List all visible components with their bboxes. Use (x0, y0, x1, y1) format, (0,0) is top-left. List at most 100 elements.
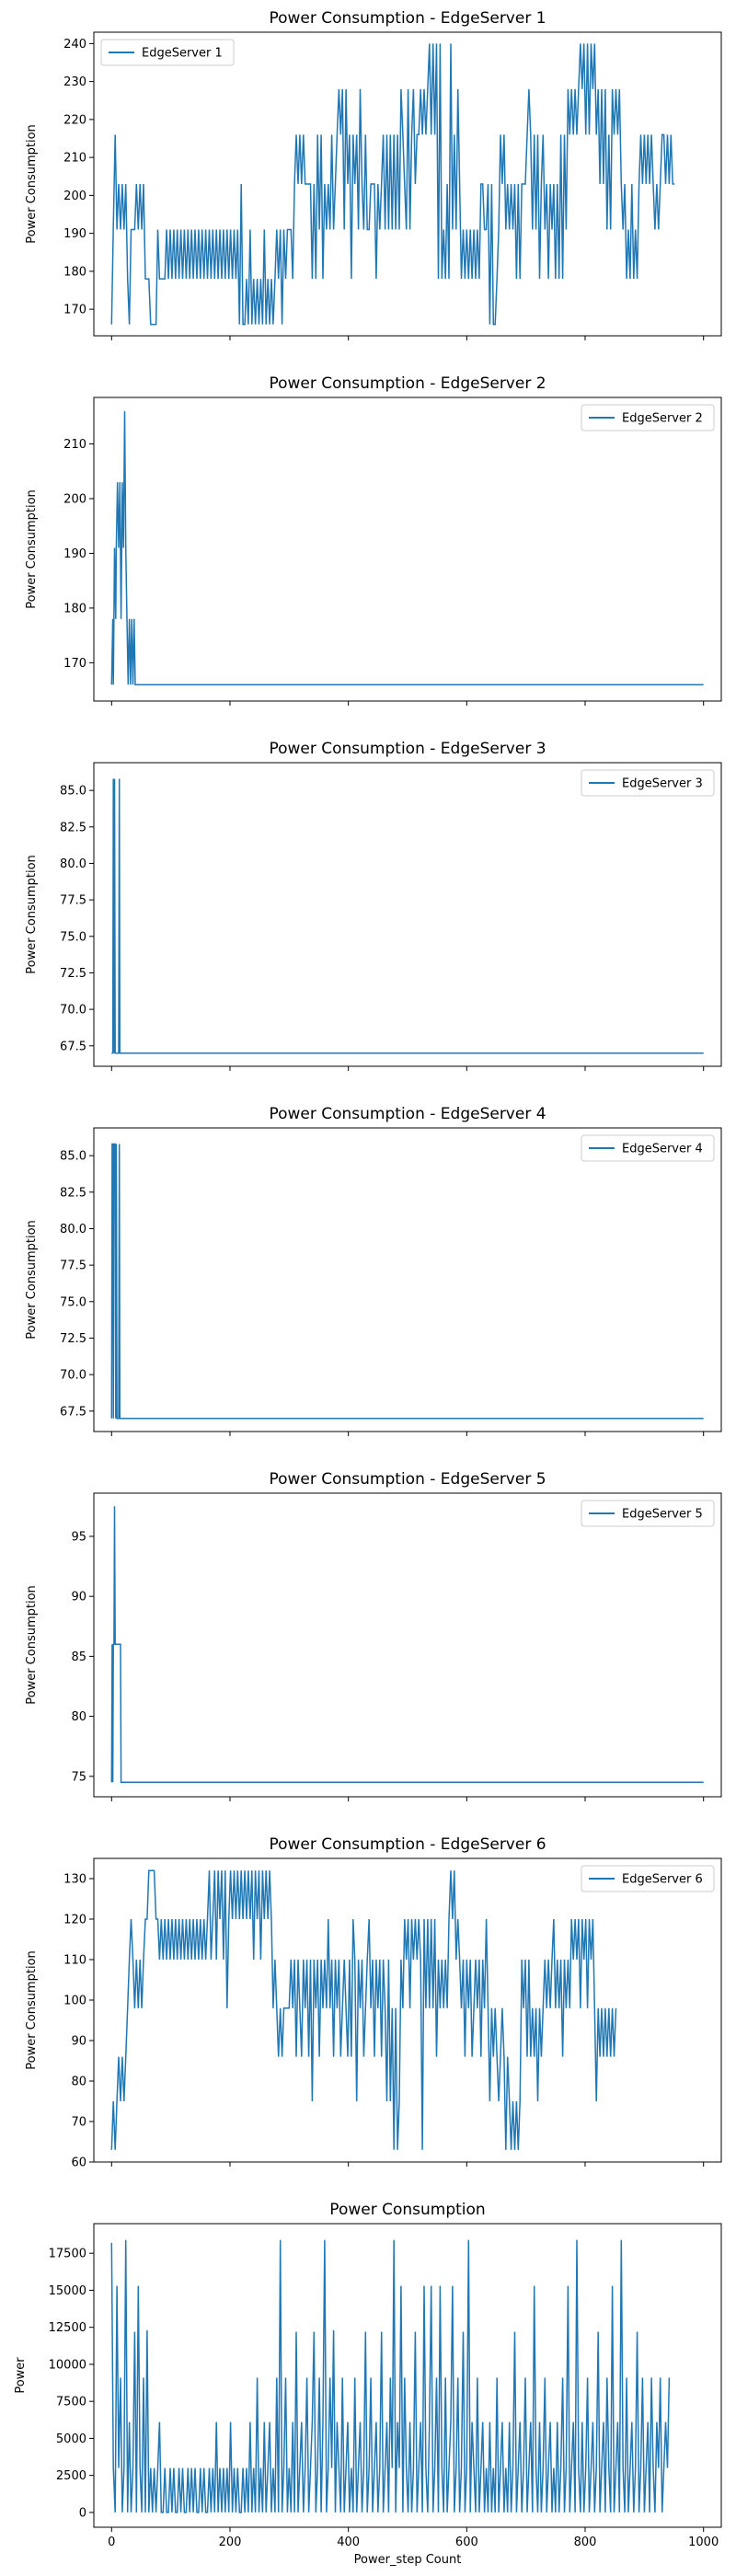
legend-box (581, 1500, 715, 1527)
y-tick-label: 180 (63, 602, 86, 615)
y-tick-label: 80.0 (60, 857, 86, 871)
chart-7: Power Consumption02500500075001000012500… (14, 2201, 722, 2567)
series-line-1 (110, 43, 675, 326)
x-axis-label: Power_step Count (354, 2553, 462, 2567)
legend-label: EdgeServer 4 (622, 1143, 703, 1156)
y-tick-label: 210 (63, 438, 86, 452)
chart-title: Power Consumption - EdgeServer 6 (269, 1835, 546, 1854)
y-tick-label: 70 (71, 2116, 86, 2130)
x-tick-label: 200 (219, 2536, 242, 2549)
x-tick-label: 0 (108, 2536, 115, 2549)
y-tick-label: 17500 (49, 2248, 86, 2261)
y-tick-label: 180 (63, 265, 86, 279)
axes-frame (93, 397, 722, 702)
legend: EdgeServer 5 (581, 1500, 715, 1527)
chart-3: Power Consumption - EdgeServer 3 67.5 70.0… (25, 740, 722, 1071)
y-tick-label: 95 (71, 1530, 86, 1544)
legend-label: EdgeServer 5 (622, 1508, 703, 1522)
y-tick-label: 77.5 (60, 1259, 86, 1273)
y-tick-label: 75.0 (60, 930, 86, 944)
y-tick-label: 190 (63, 547, 86, 561)
series-line-1 (110, 1506, 704, 1784)
legend-box (581, 404, 715, 431)
y-tick-label: 60 (71, 2156, 86, 2170)
series-line-1 (110, 1869, 617, 2150)
chart-title: Power Consumption - EdgeServer 3 (269, 740, 546, 758)
x-tick-label: 400 (337, 2536, 360, 2549)
chart-1: Power Consumption - EdgeServer 1 170 180 19… (25, 9, 722, 340)
chart-6: Power Consumption - EdgeServer 6 60 70 80 90… (25, 1835, 722, 2170)
y-tick-label: 120 (63, 1914, 86, 1927)
y-tick-label: 170 (63, 657, 86, 671)
chart-4: Power Consumption - EdgeServer 4 67.5 70.0… (25, 1105, 722, 1436)
y-tick-label: 12500 (49, 2321, 86, 2335)
y-tick-label: 200 (63, 493, 86, 507)
legend-label: EdgeServer 2 (622, 412, 703, 426)
y-tick-label: 90 (71, 2035, 86, 2049)
y-tick-label: 67.5 (60, 1405, 86, 1419)
y-tick-label: 80.0 (60, 1223, 86, 1236)
y-axis-label: Power Consumption (25, 855, 39, 974)
y-tick-label: 230 (63, 75, 86, 89)
y-tick-label: 72.5 (60, 967, 86, 981)
chart-title: Power Consumption (329, 2201, 485, 2219)
y-tick-label: 0 (79, 2506, 86, 2520)
y-tick-label: 130 (63, 1873, 86, 1887)
y-tick-label: 15000 (49, 2284, 86, 2298)
x-tick-label: 1000 (688, 2536, 719, 2549)
y-tick-label: 220 (63, 113, 86, 127)
legend-label: EdgeServer 1 (142, 47, 223, 61)
legend-box (581, 769, 715, 797)
y-axis-label: Power (14, 2357, 28, 2394)
legend: EdgeServer 2 (581, 404, 715, 431)
y-tick-label: 10000 (49, 2358, 86, 2372)
chart-title: Power Consumption - EdgeServer 2 (269, 374, 546, 393)
chart-title: Power Consumption - EdgeServer 1 (269, 9, 546, 28)
y-tick-label: 2500 (56, 2469, 86, 2483)
y-axis-label: Power Consumption (25, 124, 39, 244)
x-tick-label: 800 (574, 2536, 597, 2549)
y-tick-label: 72.5 (60, 1332, 86, 1346)
legend-box (100, 39, 235, 66)
y-tick-label: 82.5 (60, 821, 86, 834)
chart-5: Power Consumption - EdgeServer 5 75 80 85 90… (25, 1470, 722, 1801)
y-tick-label: 210 (63, 152, 86, 166)
y-tick-label: 90 (71, 1591, 86, 1604)
y-tick-label: 77.5 (60, 894, 86, 908)
legend-box (581, 1134, 715, 1162)
axes-frame (93, 1127, 722, 1432)
y-tick-label: 240 (63, 38, 86, 52)
y-tick-label: 82.5 (60, 1186, 86, 1200)
chart-title: Power Consumption - EdgeServer 5 (269, 1470, 546, 1489)
chart-title: Power Consumption - EdgeServer 4 (269, 1105, 546, 1123)
y-tick-label: 80 (71, 1710, 86, 1724)
axes-frame (93, 1492, 722, 1798)
legend: EdgeServer 1 (100, 39, 235, 66)
axes-frame (93, 31, 722, 337)
legend-label: EdgeServer 6 (622, 1873, 703, 1887)
legend: EdgeServer 4 (581, 1134, 715, 1162)
y-tick-label: 100 (63, 1995, 86, 2008)
y-axis-label: Power Consumption (25, 1220, 39, 1340)
y-tick-label: 7500 (56, 2396, 86, 2409)
chart-2: Power Consumption - EdgeServer 2 170 180 19… (25, 374, 722, 706)
y-tick-label: 85.0 (60, 785, 86, 799)
y-tick-label: 80 (71, 2076, 86, 2089)
legend: EdgeServer 6 (581, 1865, 715, 1892)
y-tick-label: 5000 (56, 2432, 86, 2446)
y-axis-label: Power Consumption (25, 1585, 39, 1705)
legend-box (581, 1865, 715, 1892)
series-line-1 (111, 778, 704, 1054)
y-tick-label: 200 (63, 190, 86, 203)
y-tick-label: 70.0 (60, 1369, 86, 1383)
axes-frame (93, 1857, 722, 2163)
y-tick-label: 190 (63, 227, 86, 241)
y-tick-label: 75.0 (60, 1295, 86, 1309)
x-tick-label: 600 (455, 2536, 478, 2549)
series-line-1 (110, 410, 704, 685)
y-tick-label: 67.5 (60, 1040, 86, 1053)
y-tick-label: 170 (63, 304, 86, 317)
y-tick-label: 75 (71, 1770, 86, 1784)
y-tick-label: 110 (63, 1954, 86, 1968)
